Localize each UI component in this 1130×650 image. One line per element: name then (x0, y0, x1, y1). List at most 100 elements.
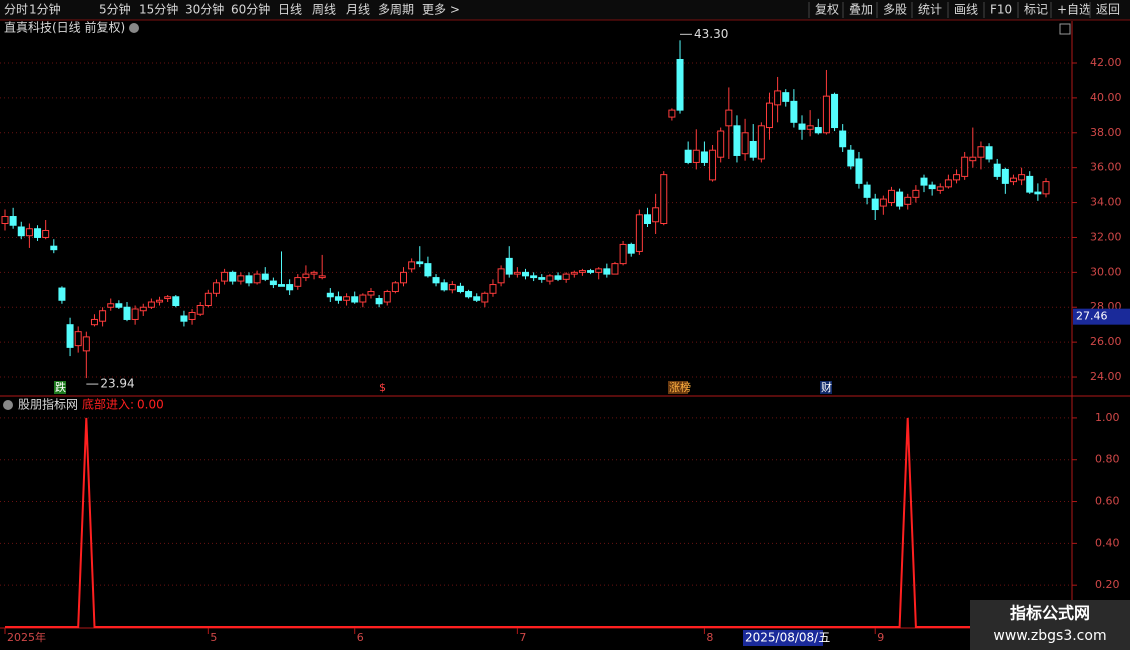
candle-body (936, 186, 944, 191)
tool-button[interactable]: 叠加 (849, 3, 873, 17)
period-button[interactable]: 月线 (346, 3, 370, 17)
period-button[interactable]: 更多 > (422, 3, 460, 17)
candle-body (310, 271, 318, 275)
candle-body (294, 277, 302, 287)
period-button[interactable]: 15分钟 (139, 2, 178, 17)
candle-body (115, 303, 123, 308)
tool-button[interactable]: 画线 (954, 3, 978, 17)
indicator-icon[interactable] (3, 400, 13, 410)
x-tick-label: 5 (210, 631, 217, 644)
candle-body (782, 92, 790, 102)
window-icon[interactable] (1059, 23, 1071, 35)
candle-body (595, 268, 603, 273)
candle-body (196, 305, 204, 315)
candle-body (278, 284, 286, 287)
candle-body (993, 163, 1001, 177)
candle-body (269, 280, 277, 286)
candle-body (42, 229, 50, 238)
candle-body (749, 141, 757, 158)
candle-body (416, 261, 424, 265)
tool-button[interactable]: 标记 (1024, 3, 1048, 17)
candle-body (562, 273, 570, 280)
watermark-url: www.zbgs3.com (993, 628, 1106, 644)
candle-body (66, 324, 74, 348)
candle-body (164, 296, 172, 300)
candle-body (831, 93, 839, 129)
candle-body (660, 174, 668, 225)
period-button[interactable]: 30分钟 (185, 2, 224, 17)
y-tick-label: 0.60 (1095, 495, 1120, 508)
candle-body (700, 151, 708, 163)
event-marker[interactable]: 财 (821, 380, 832, 394)
period-button[interactable]: 分时 (4, 3, 28, 17)
event-marker-bg (54, 381, 66, 394)
y-tick-label: 40.00 (1090, 91, 1122, 104)
candle-body (1042, 181, 1050, 195)
candle-body (74, 331, 82, 347)
candle-body (1001, 168, 1009, 184)
tool-button[interactable]: F10 (990, 3, 1012, 17)
candle-body (456, 285, 464, 293)
candle-body (513, 271, 521, 275)
candle-body (400, 271, 408, 284)
candle-body (424, 263, 432, 277)
candle-body (676, 59, 684, 111)
tool-button[interactable]: 复权 (815, 3, 839, 17)
candle-body (367, 291, 375, 296)
period-button[interactable]: 周线 (312, 3, 336, 17)
candle-body (798, 123, 806, 130)
y-tick-label: 36.00 (1090, 161, 1122, 174)
candle-body (839, 130, 847, 148)
x-tick-label: 2025年 (7, 630, 46, 644)
tool-button[interactable]: 返回 (1096, 3, 1120, 17)
period-button[interactable]: 5分钟 (99, 2, 131, 17)
chart-title: 直真科技(日线 前复权) (4, 20, 125, 35)
candle-body (481, 292, 489, 303)
dropdown-icon[interactable] (129, 23, 139, 33)
tool-button[interactable]: +自选 (1057, 3, 1091, 17)
event-marker[interactable]: 涨榜 (669, 380, 691, 394)
period-button[interactable]: 60分钟 (231, 2, 270, 17)
candle-body (611, 263, 619, 275)
candle-body (343, 296, 351, 301)
candle-body (505, 257, 513, 275)
candle-body (473, 296, 481, 301)
event-marker[interactable]: $ (379, 381, 386, 394)
y-tick-label: 24.00 (1090, 370, 1122, 383)
period-button[interactable]: 1分钟 (29, 2, 61, 17)
candle-body (25, 228, 33, 237)
watermark-bg (970, 600, 1130, 650)
toolbar-bg (0, 0, 1130, 20)
indicator-line (5, 417, 1046, 628)
candle-body (326, 292, 334, 298)
candle-body (904, 196, 912, 205)
candle-body (1018, 174, 1026, 181)
event-marker[interactable]: 跌 (55, 380, 66, 394)
period-button[interactable]: 日线 (278, 3, 302, 17)
candle-body (334, 296, 342, 301)
candle-body (684, 149, 692, 163)
candle-body (668, 109, 676, 118)
tool-button[interactable]: 统计 (918, 3, 942, 17)
candle-body (847, 149, 855, 167)
candle-body (554, 275, 562, 280)
candle-body (887, 189, 895, 204)
tool-button[interactable]: 多股 (883, 3, 907, 17)
candle-body (814, 127, 822, 134)
candle-body (692, 149, 700, 163)
candle-body (822, 95, 830, 134)
candle-body (17, 226, 25, 237)
x-tick-label: 9 (877, 631, 884, 644)
candle-body (188, 311, 196, 320)
period-button[interactable]: 多周期 (378, 3, 414, 17)
candle-body (180, 315, 188, 322)
candle-body (123, 306, 131, 320)
candle-body (99, 310, 107, 322)
candle-body (643, 214, 651, 225)
candle-body (489, 284, 497, 294)
candle-body (774, 90, 782, 106)
x-tick-label: 7 (519, 631, 526, 644)
candle-body (635, 214, 643, 252)
candle-body (855, 158, 863, 184)
candle-body (221, 271, 229, 282)
